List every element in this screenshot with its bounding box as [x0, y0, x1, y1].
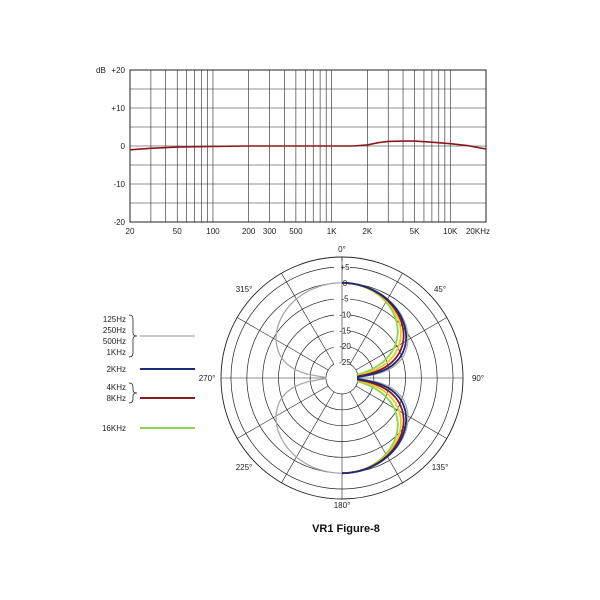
- x-tick-label: 20KHz: [466, 227, 490, 236]
- x-tick-label: 200: [242, 227, 256, 236]
- x-tick-label: 500: [289, 227, 303, 236]
- angle-label: 45°: [434, 285, 446, 294]
- legend-bracket: [128, 314, 138, 358]
- x-tick-label: 1K: [327, 227, 337, 236]
- angle-label: 90°: [472, 374, 484, 383]
- radial-tick-label: +5: [340, 263, 350, 272]
- x-tick-label: 20: [126, 227, 135, 236]
- legend-label: 500Hz: [103, 337, 126, 346]
- radial-tick-label: -10: [339, 311, 351, 320]
- angle-label: 135°: [432, 463, 449, 472]
- x-tick-label: 50: [173, 227, 182, 236]
- legend-label: 250Hz: [103, 326, 126, 335]
- polar-series-curve: [341, 378, 407, 475]
- legend-label: 1KHz: [106, 348, 126, 357]
- polar-pattern-chart: +50-5-10-15-20-250°45°90°135°180°225°270…: [199, 245, 484, 510]
- radial-tick-label: -5: [341, 295, 349, 304]
- polar-spoke: [237, 317, 329, 371]
- x-tick-label: 2K: [362, 227, 372, 236]
- angle-label: 0°: [338, 245, 346, 254]
- polar-spoke: [237, 385, 329, 439]
- y-tick-label: +10: [111, 104, 125, 113]
- y-tick-label: -10: [113, 180, 125, 189]
- x-tick-label: 100: [206, 227, 220, 236]
- x-tick-label: 300: [263, 227, 277, 236]
- legend-bracket: [128, 382, 138, 404]
- legend-label: 2KHz: [106, 365, 126, 374]
- angle-label: 270°: [199, 374, 216, 383]
- x-tick-label: 5K: [410, 227, 420, 236]
- polar-series-curve: [341, 281, 407, 378]
- chart-caption: VR1 Figure-8: [312, 523, 380, 535]
- polar-spoke: [349, 273, 403, 365]
- polar-series-curve: [275, 377, 343, 474]
- angle-label: 180°: [334, 501, 351, 510]
- plot-frame: [129, 69, 487, 223]
- polar-legend: 125Hz 250Hz 500Hz 1KHz 2KHz 4KHz 8KHz 16KHz: [102, 314, 195, 433]
- y-tick-label: +20: [111, 66, 125, 75]
- polar-spoke: [281, 273, 335, 365]
- polar-spoke: [349, 391, 403, 483]
- radial-tick-label: -15: [339, 326, 351, 335]
- radial-tick-label: -25: [339, 358, 351, 367]
- polar-spoke: [355, 385, 447, 439]
- y-tick-label: 0: [121, 142, 126, 151]
- response-series-line: [129, 140, 487, 151]
- polar-spoke: [281, 391, 335, 483]
- radial-tick-label: -20: [339, 342, 351, 351]
- y-axis-label: dB: [96, 66, 106, 75]
- legend-label: 4KHz: [106, 383, 126, 392]
- polar-series-curve: [275, 282, 343, 379]
- y-tick-label: -20: [113, 218, 125, 227]
- angle-label: 315°: [236, 285, 253, 294]
- angle-label: 225°: [236, 463, 253, 472]
- legend-label: 16KHz: [102, 424, 126, 433]
- legend-label: 8KHz: [106, 394, 126, 403]
- x-tick-label: 10K: [443, 227, 458, 236]
- polar-spoke: [355, 317, 447, 371]
- legend-label: 125Hz: [103, 315, 126, 324]
